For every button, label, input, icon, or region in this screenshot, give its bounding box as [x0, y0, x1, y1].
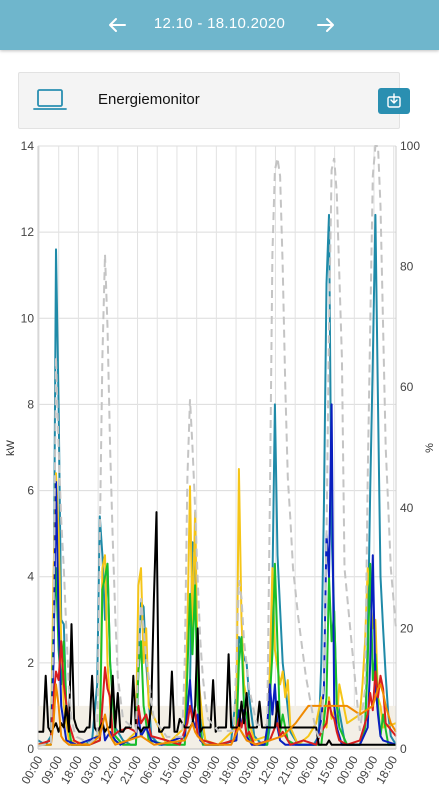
y2-tick-label: 60 [400, 380, 414, 394]
y2-tick-label: 80 [400, 260, 414, 274]
download-icon [387, 93, 401, 108]
y-tick-label: 6 [27, 484, 34, 498]
y-tick-label: 0 [27, 742, 34, 756]
series-line-0 [37, 213, 397, 746]
download-button[interactable] [378, 88, 410, 114]
y2-tick-label: 100 [400, 139, 420, 153]
series-line-6 [38, 683, 397, 746]
prev-week-button[interactable] [104, 12, 130, 38]
y2-tick-label: 20 [400, 621, 414, 635]
percent-line [37, 145, 397, 747]
arrow-left-icon [109, 18, 126, 32]
y-tick-label: 14 [21, 139, 35, 153]
y-tick-label: 4 [27, 570, 34, 584]
y-tick-label: 12 [21, 225, 35, 239]
series-line-4 [37, 640, 397, 746]
y2-axis-label: % [424, 443, 436, 453]
chart-axes: 0246810121402040608010000:0009:0018:0003… [18, 139, 420, 787]
y-axis-label: kW [5, 439, 17, 456]
chart-series [37, 213, 397, 746]
device-title: Energiemonitor [98, 91, 200, 108]
x-tick-label: 18:00 [373, 753, 400, 786]
device-card: Energiemonitor [18, 72, 410, 129]
y-tick-label: 8 [27, 397, 34, 411]
y-tick-label: 2 [27, 656, 34, 670]
y2-tick-label: 0 [400, 742, 407, 756]
y-tick-label: 10 [21, 311, 35, 325]
arrow-right-icon [317, 18, 334, 32]
y2-tick-label: 40 [400, 501, 414, 515]
laptop-icon [33, 89, 67, 110]
chart-percent-series [37, 145, 397, 747]
next-week-button[interactable] [313, 12, 339, 38]
